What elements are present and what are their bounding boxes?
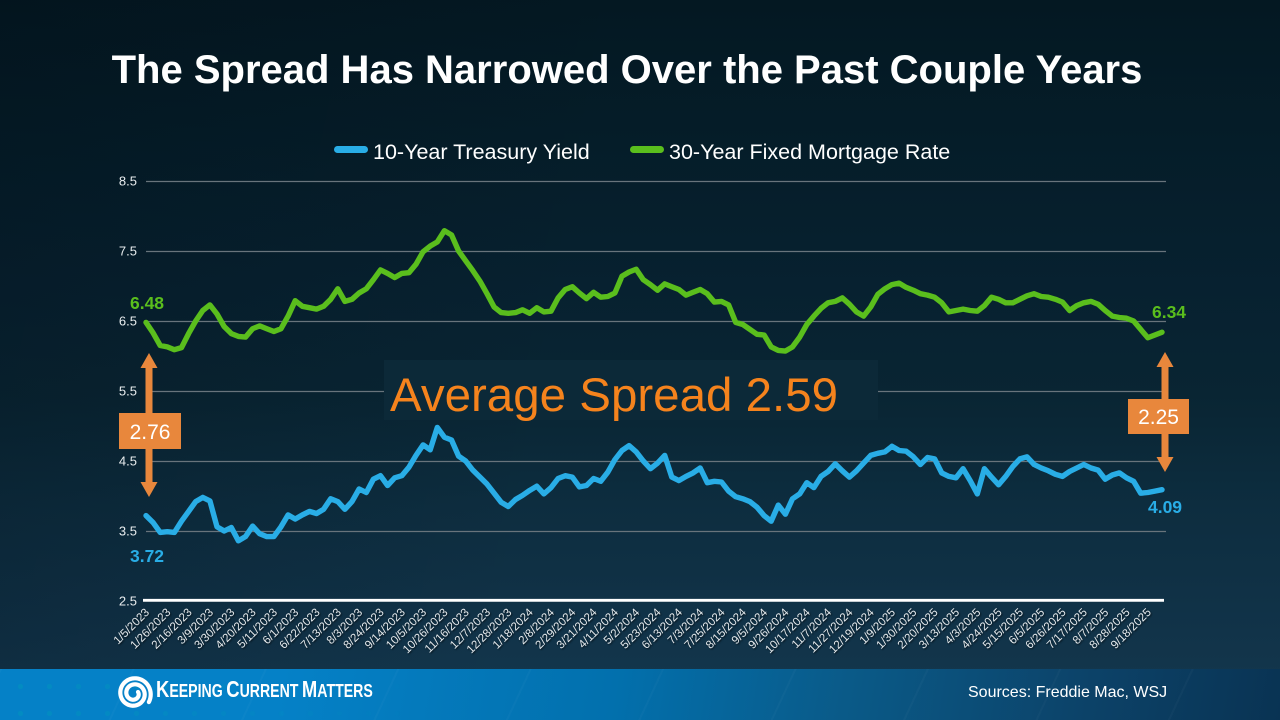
svg-text:2.76: 2.76	[130, 421, 171, 444]
svg-text:6.5: 6.5	[119, 314, 137, 329]
svg-text:6.48: 6.48	[130, 293, 164, 313]
svg-text:Average Spread 2.59: Average Spread 2.59	[390, 369, 838, 422]
svg-text:2.25: 2.25	[1138, 406, 1179, 429]
svg-text:5.5: 5.5	[119, 384, 137, 399]
svg-text:2.5: 2.5	[119, 594, 137, 609]
svg-text:7.5: 7.5	[119, 244, 137, 259]
svg-text:6.34: 6.34	[1152, 302, 1186, 322]
svg-text:4.09: 4.09	[1148, 497, 1182, 517]
svg-text:3.72: 3.72	[130, 546, 164, 566]
svg-text:3.5: 3.5	[119, 524, 137, 539]
svg-text:8.5: 8.5	[119, 174, 137, 189]
svg-text:4.5: 4.5	[119, 454, 137, 469]
